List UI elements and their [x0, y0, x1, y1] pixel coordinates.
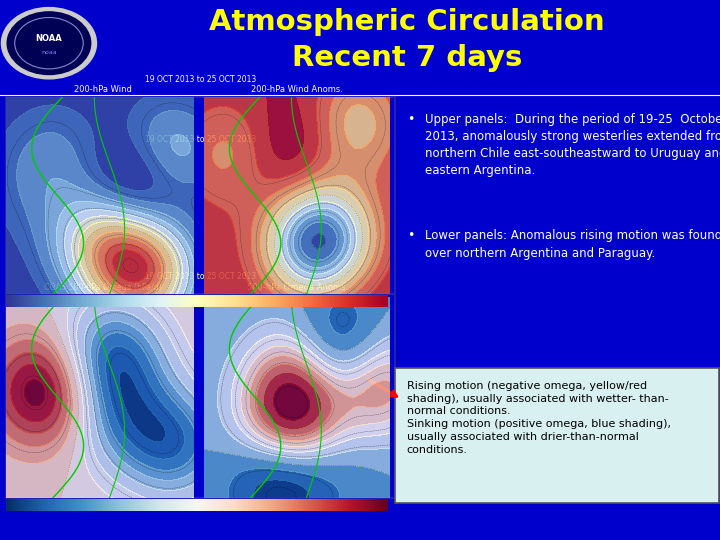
Text: noaa: noaa — [41, 50, 57, 56]
Circle shape — [7, 12, 91, 75]
Text: NOAA: NOAA — [35, 35, 63, 43]
Circle shape — [1, 8, 96, 79]
FancyBboxPatch shape — [395, 368, 719, 503]
Text: •: • — [407, 113, 414, 126]
Text: Rising motion (negative omega, yellow/red
shading), usually associated with wett: Rising motion (negative omega, yellow/re… — [407, 381, 671, 455]
Text: 200-hPa Wind: 200-hPa Wind — [74, 85, 132, 94]
Text: Recent 7 days: Recent 7 days — [292, 44, 522, 72]
Text: Atmospheric Circulation: Atmospheric Circulation — [209, 8, 605, 36]
Text: Lower panels: Anomalous rising motion was found
over northern Argentina and Para: Lower panels: Anomalous rising motion wa… — [425, 230, 720, 260]
Text: COAS 500-hPa Omega (hPa/d): COAS 500-hPa Omega (hPa/d) — [44, 282, 162, 292]
Text: 19 OCT 2013 to 25 OCT 2013: 19 OCT 2013 to 25 OCT 2013 — [145, 272, 256, 281]
Text: •: • — [407, 230, 414, 242]
Text: Upper panels:  During the period of 19-25  October
2013, anomalously strong west: Upper panels: During the period of 19-25… — [425, 113, 720, 178]
Text: 19 OCT 2013 to 25 OCT 2013: 19 OCT 2013 to 25 OCT 2013 — [145, 135, 256, 144]
Text: 500-hPa Omega Anoms.: 500-hPa Omega Anoms. — [247, 282, 348, 292]
Text: 19 OCT 2013 to 25 OCT 2013: 19 OCT 2013 to 25 OCT 2013 — [145, 75, 256, 84]
Text: 200-hPa Wind Anoms.: 200-hPa Wind Anoms. — [251, 85, 343, 94]
